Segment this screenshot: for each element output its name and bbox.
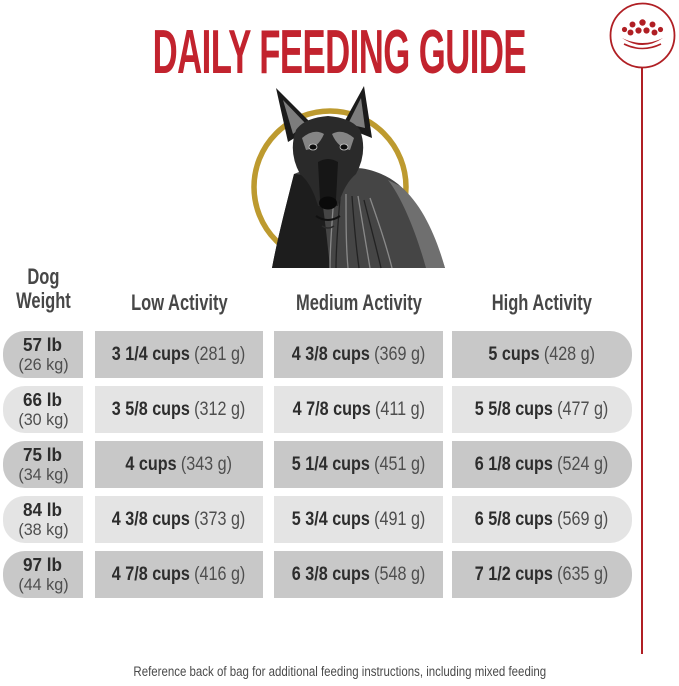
crown-logo-icon — [609, 2, 676, 69]
low-activity-cell: 3 1/4 cups (281 g) — [95, 331, 263, 378]
header-medium-activity: Medium Activity — [295, 289, 422, 315]
low-activity-cell: 3 5/8 cups (312 g) — [95, 386, 263, 433]
header-dog-weight: Dog Weight — [15, 263, 71, 314]
low-activity-cell: 4 cups (343 g) — [95, 441, 263, 488]
table-row-57lb: 57 lb (26 kg) 3 1/4 cups (281 g) 4 3/8 cu… — [3, 331, 632, 378]
low-activity-cell: 4 3/8 cups (373 g) — [95, 496, 263, 543]
table-row-66lb: 66 lb (30 kg) 3 5/8 cups (312 g) 4 7/8 cu… — [3, 386, 632, 433]
high-activity-cell: 7 1/2 cups (635 g) — [452, 551, 632, 598]
weight-cell: 57 lb (26 kg) — [3, 331, 83, 378]
footer-note: Reference back of bag for additional fee… — [133, 664, 546, 679]
table-row-84lb: 84 lb (38 kg) 4 3/8 cups (373 g) 5 3/4 cu… — [3, 496, 632, 543]
table-header-row: Dog Weight Low Activity Medium Activity … — [3, 260, 632, 316]
german-shepherd-illustration — [251, 86, 445, 269]
weight-cell: 66 lb (30 kg) — [3, 386, 83, 433]
medium-activity-cell: 6 3/8 cups (548 g) — [274, 551, 443, 598]
brand-divider-line — [641, 67, 643, 654]
weight-cell: 75 lb (34 kg) — [3, 441, 83, 488]
low-activity-cell: 4 7/8 cups (416 g) — [95, 551, 263, 598]
medium-activity-cell: 4 7/8 cups (411 g) — [274, 386, 443, 433]
medium-activity-cell: 5 1/4 cups (451 g) — [274, 441, 443, 488]
table-row-75lb: 75 lb (34 kg) 4 cups (343 g) 5 1/4 cups (4… — [3, 441, 632, 488]
header-low-activity: Low Activity — [130, 289, 228, 315]
high-activity-cell: 5 cups (428 g) — [452, 331, 632, 378]
weight-cell: 84 lb (38 kg) — [3, 496, 83, 543]
medium-activity-cell: 4 3/8 cups (369 g) — [274, 331, 443, 378]
weight-cell: 97 lb (44 kg) — [3, 551, 83, 598]
medium-activity-cell: 5 3/4 cups (491 g) — [274, 496, 443, 543]
page-title: DAILY FEEDING GUIDE — [152, 18, 527, 87]
feeding-table: 57 lb (26 kg) 3 1/4 cups (281 g) 4 3/8 cu… — [3, 331, 632, 598]
header-high-activity: High Activity — [491, 289, 593, 315]
table-row-97lb: 97 lb (44 kg) 4 7/8 cups (416 g) 6 3/8 cu… — [3, 551, 632, 598]
high-activity-cell: 5 5/8 cups (477 g) — [452, 386, 632, 433]
high-activity-cell: 6 5/8 cups (569 g) — [452, 496, 632, 543]
high-activity-cell: 6 1/8 cups (524 g) — [452, 441, 632, 488]
